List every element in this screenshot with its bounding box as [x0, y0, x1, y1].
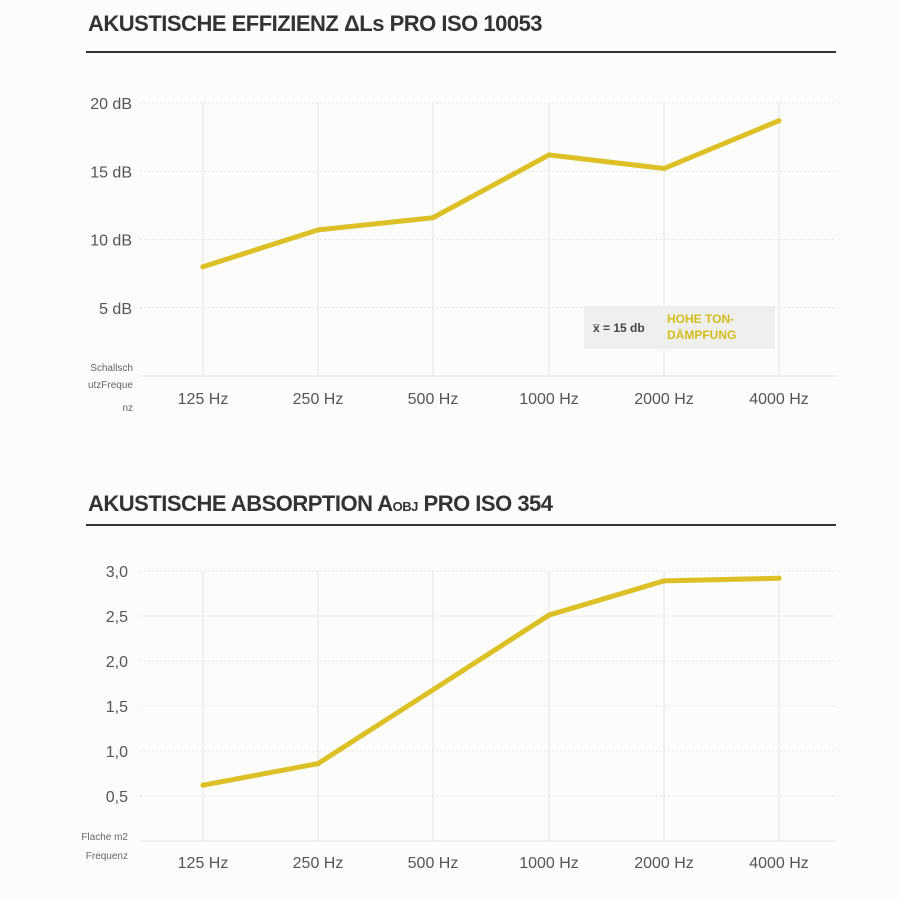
chart-1-title-symbol: ΔLs	[343, 11, 385, 36]
x-tick-label: 500 Hz	[408, 391, 459, 408]
y-axis-label-line: utzFreque	[88, 380, 133, 391]
chart-1-title-prefix: AKUSTISCHE EFFIZIENZ	[88, 11, 344, 36]
data-point	[430, 687, 436, 693]
chart-2-y-axis: 0,5 1,0 1,5 2,0 2,5 3,0	[106, 564, 128, 806]
chart-2-title-suffix: PRO ISO 354	[417, 491, 554, 516]
y-axis-label-line: nz	[122, 403, 133, 414]
y-axis-label-line: Frequenz	[86, 851, 128, 862]
data-point	[315, 761, 321, 767]
y-axis-label-line: Schallsch	[90, 363, 133, 374]
data-point	[546, 612, 552, 618]
chart-1-annotation: x̅ = 15 db HOHE TON- DÄMPFUNG	[584, 306, 775, 349]
y-tick-label: 0,5	[106, 789, 128, 806]
data-point	[661, 578, 667, 584]
chart-1-title-rule	[86, 51, 836, 53]
chart-2: 0,5 1,0 1,5 2,0 2,5 3,0 125 Hz 250 Hz 500 Hz 100…	[81, 564, 836, 872]
data-point	[200, 782, 206, 788]
y-tick-label: 15 dB	[90, 164, 132, 181]
chart-1-y-label: Schallsch utzFreque nz	[88, 363, 133, 414]
series-line	[200, 118, 782, 270]
x-tick-label: 4000 Hz	[749, 855, 809, 872]
chart-1-title-suffix: PRO ISO 10053	[383, 11, 543, 36]
x-tick-label: 1000 Hz	[519, 391, 579, 408]
y-tick-label: 20 dB	[90, 96, 132, 113]
x-tick-label: 125 Hz	[178, 391, 229, 408]
chart-2-title-subscript: OBJ	[392, 499, 419, 514]
data-point	[430, 215, 436, 221]
chart-2-series	[200, 575, 782, 788]
chart-1-y-axis: 5 dB 10 dB 15 dB 20 dB	[90, 96, 132, 318]
x-tick-label: 250 Hz	[293, 391, 344, 408]
data-point	[546, 152, 552, 158]
data-point	[776, 118, 782, 124]
chart-1-grid	[140, 102, 836, 377]
data-point	[315, 227, 321, 233]
data-point	[776, 575, 782, 581]
annotation-box	[584, 306, 775, 349]
y-tick-label: 10 dB	[90, 233, 132, 250]
y-axis-label-line: Flache m2	[81, 832, 128, 843]
chart-2-title: AKUSTISCHE ABSORPTION AOBJ PRO ISO 354	[88, 491, 553, 517]
x-tick-label: 4000 Hz	[749, 391, 809, 408]
x-tick-label: 2000 Hz	[634, 391, 694, 408]
x-tick-label: 125 Hz	[178, 855, 229, 872]
annotation-average: x̅ = 15 db	[592, 321, 644, 335]
chart-2-grid	[140, 570, 836, 842]
chart-1: 5 dB 10 dB 15 dB 20 dB 125 Hz 250 Hz 500 Hz 10…	[88, 96, 836, 414]
data-point	[200, 264, 206, 270]
chart-2-y-label: Flache m2 Frequenz	[81, 832, 128, 862]
x-tick-label: 500 Hz	[408, 855, 459, 872]
y-tick-label: 5 dB	[99, 301, 132, 318]
y-tick-label: 3,0	[106, 564, 128, 581]
annotation-line-2: DÄMPFUNG	[667, 327, 736, 342]
annotation-line-1: HOHE TON-	[667, 312, 734, 326]
chart-1-title: AKUSTISCHE EFFIZIENZ ΔLs PRO ISO 10053	[88, 11, 543, 37]
y-tick-label: 2,0	[106, 654, 128, 671]
x-tick-label: 1000 Hz	[519, 855, 579, 872]
chart-2-x-axis: 125 Hz 250 Hz 500 Hz 1000 Hz 2000 Hz 4000 Hz	[178, 855, 809, 872]
x-tick-label: 250 Hz	[293, 855, 344, 872]
y-tick-label: 2,5	[106, 609, 128, 626]
data-point	[661, 166, 667, 172]
chart-2-title-prefix: AKUSTISCHE ABSORPTION	[88, 491, 378, 516]
chart-1-x-axis: 125 Hz 250 Hz 500 Hz 1000 Hz 2000 Hz 4000 Hz	[178, 391, 809, 408]
x-tick-label: 2000 Hz	[634, 855, 694, 872]
series-line	[200, 575, 782, 788]
chart-2-title-rule	[86, 524, 836, 526]
chart-1-series	[200, 118, 782, 270]
y-tick-label: 1,5	[106, 699, 128, 716]
y-tick-label: 1,0	[106, 744, 128, 761]
chart-2-title-symbol: A	[377, 491, 393, 516]
